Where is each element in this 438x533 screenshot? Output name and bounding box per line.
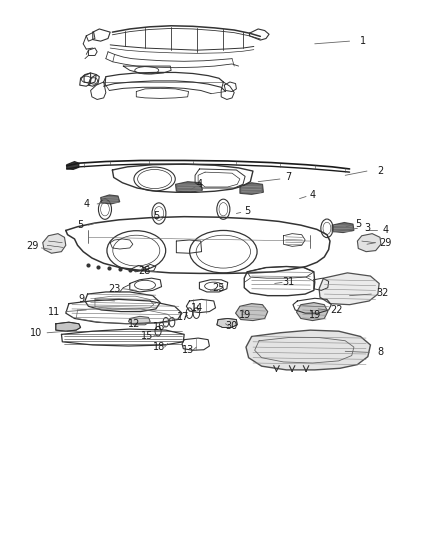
Text: 4: 4 [196,179,202,189]
Polygon shape [56,322,81,331]
Polygon shape [128,317,150,325]
Text: 15: 15 [141,332,153,342]
Text: 23: 23 [108,284,121,294]
Text: 12: 12 [128,319,140,329]
Text: 25: 25 [213,282,225,293]
Text: 1: 1 [360,36,366,46]
Text: 10: 10 [30,328,42,338]
Text: 5: 5 [355,219,361,229]
Polygon shape [297,303,328,320]
Text: 4: 4 [83,199,89,209]
Polygon shape [101,195,120,204]
Text: 4: 4 [382,225,389,236]
Text: 5: 5 [153,211,159,221]
Text: 8: 8 [377,348,383,358]
Polygon shape [246,330,371,370]
Text: 19: 19 [239,310,251,320]
Polygon shape [357,233,381,252]
Text: 18: 18 [153,342,165,352]
Polygon shape [319,273,379,305]
Text: 19: 19 [309,310,321,320]
Text: 16: 16 [153,322,165,333]
Text: 32: 32 [376,288,389,298]
Polygon shape [332,222,354,232]
Polygon shape [240,183,263,195]
Text: 13: 13 [182,345,194,356]
Text: 4: 4 [310,190,316,200]
Polygon shape [176,182,202,192]
Polygon shape [236,304,268,320]
Text: 5: 5 [78,220,84,230]
Text: 17: 17 [177,312,190,322]
Text: 11: 11 [47,306,60,317]
Text: 14: 14 [191,303,203,313]
Text: 22: 22 [330,305,343,315]
Text: 30: 30 [225,321,237,331]
Text: 2: 2 [377,166,383,176]
Polygon shape [43,233,66,253]
Polygon shape [217,318,237,327]
Text: 31: 31 [283,277,295,287]
Text: 5: 5 [244,206,251,216]
Text: 7: 7 [286,172,292,182]
Text: 29: 29 [27,241,39,252]
Text: 28: 28 [138,266,150,276]
Text: 9: 9 [79,294,85,304]
Polygon shape [67,161,79,169]
Text: 3: 3 [364,223,370,233]
Text: 29: 29 [379,238,392,248]
